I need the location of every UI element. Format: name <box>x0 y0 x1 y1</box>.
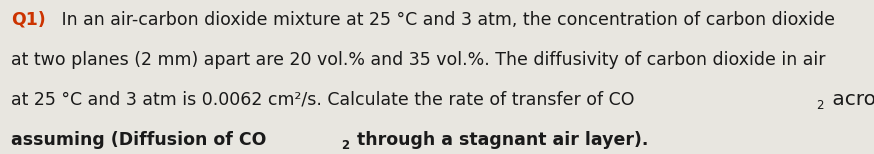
Text: In an air-carbon dioxide mixture at 25 °C and 3 atm, the concentration of carbon: In an air-carbon dioxide mixture at 25 °… <box>56 11 836 29</box>
Text: at 25 °C and 3 atm is 0.0062 cm²/s. Calculate the rate of transfer of CO: at 25 °C and 3 atm is 0.0062 cm²/s. Calc… <box>11 91 635 109</box>
Text: through a stagnant air layer).: through a stagnant air layer). <box>351 131 649 149</box>
Text: assuming (Diffusion of CO: assuming (Diffusion of CO <box>11 131 267 149</box>
Text: across the two planes,: across the two planes, <box>826 90 874 109</box>
Text: 2: 2 <box>815 99 823 112</box>
Text: at two planes (2 mm) apart are 20 vol.% and 35 vol.%. The diffusivity of carbon : at two planes (2 mm) apart are 20 vol.% … <box>11 51 826 69</box>
Text: 2: 2 <box>341 139 349 152</box>
Text: Q1): Q1) <box>11 11 46 29</box>
